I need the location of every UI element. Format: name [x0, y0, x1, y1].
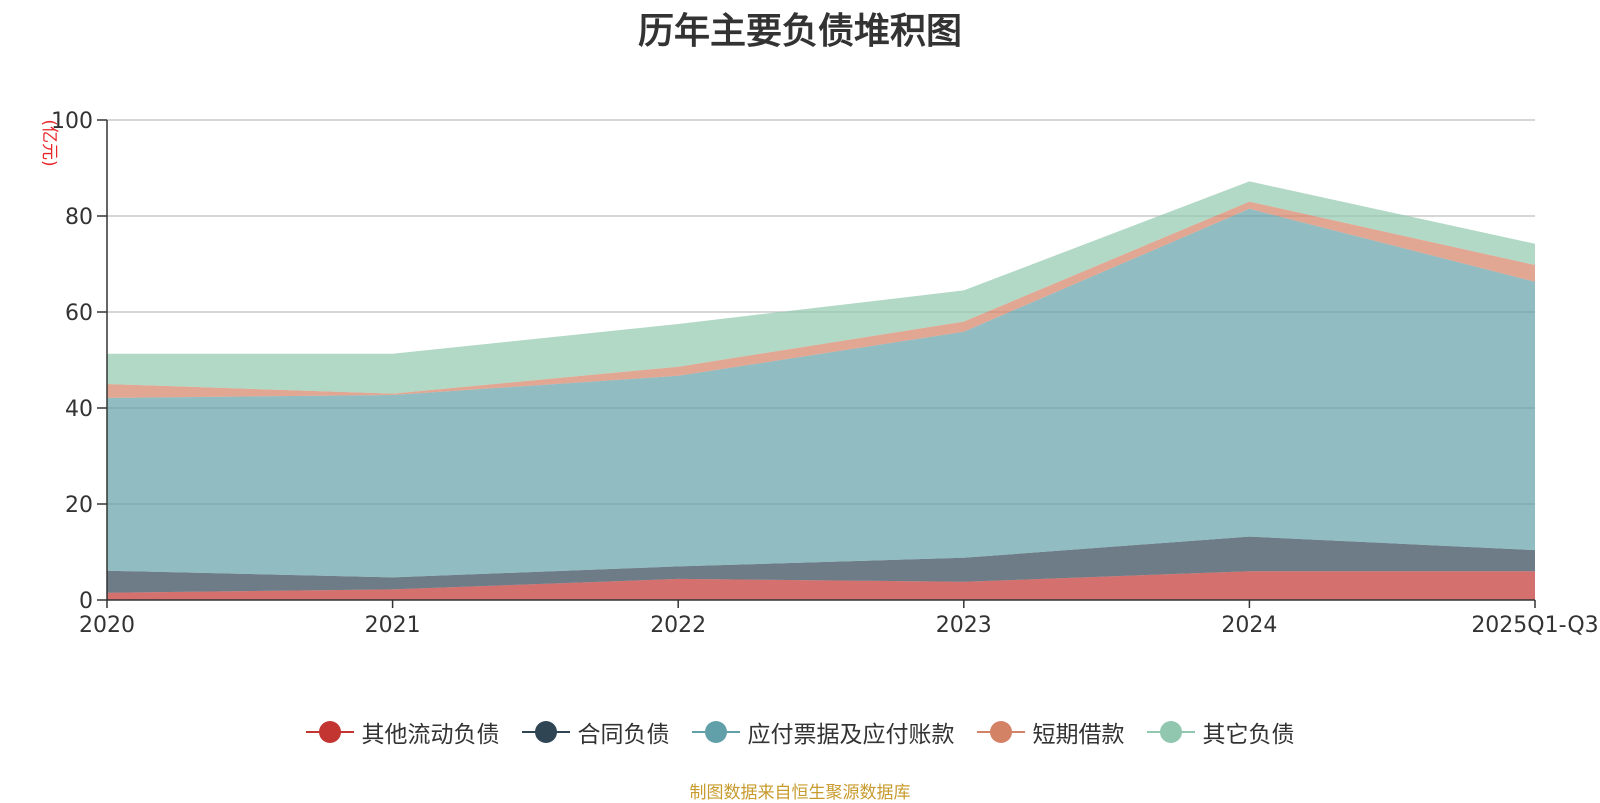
y-tick-label: 20 [65, 493, 93, 518]
legend-dot-icon [318, 721, 341, 743]
legend-item-contract-liabilities[interactable]: 合同负债 [521, 715, 670, 749]
legend-item-other-current-liabilities[interactable]: 其他流动负债 [305, 715, 500, 749]
legend-dot-icon [704, 721, 727, 743]
area-series-1[interactable] [107, 536, 1535, 593]
area-series-4[interactable] [107, 181, 1535, 394]
x-tick-label: 2021 [365, 613, 421, 638]
legend-item-notes-and-accounts-payable[interactable]: 应付票据及应付账款 [691, 715, 955, 749]
legend-marker-icon [976, 719, 1025, 745]
y-axis-label: (亿元) [39, 119, 59, 166]
legend-item-other-liabilities[interactable]: 其它负债 [1146, 715, 1295, 749]
x-tick-label: 2024 [1221, 613, 1277, 638]
legend-label: 短期借款 [1032, 722, 1125, 748]
area-series-2[interactable] [107, 208, 1535, 578]
legend-label: 应付票据及应付账款 [747, 722, 955, 748]
x-tick-label: 2023 [936, 613, 992, 638]
legend-label: 合同负债 [577, 722, 670, 748]
legend-item-short-term-borrowings[interactable]: 短期借款 [976, 715, 1125, 749]
area-series-group [107, 181, 1535, 600]
legend-marker-icon [1146, 719, 1195, 745]
source-note: 制图数据来自恒生聚源数据库 [689, 783, 911, 803]
legend-marker-icon [521, 719, 570, 745]
y-tick-label: 100 [51, 109, 93, 134]
legend: 其他流动负债 合同负债 应付票据及应付账款 短期借款 其它负债 [0, 715, 1600, 749]
legend-dot-icon [1159, 721, 1182, 743]
legend-label: 其他流动负债 [361, 722, 500, 748]
x-tick-label: 2025Q1-Q3 [1471, 613, 1598, 638]
y-tick-label: 80 [65, 205, 93, 230]
legend-label: 其它负债 [1202, 722, 1295, 748]
y-tick-label: 0 [79, 589, 93, 614]
area-series-0[interactable] [107, 571, 1535, 600]
axes: 0 20 40 60 80 100 2020 2021 2022 2023 2024 2025Q1-Q… [51, 109, 1599, 638]
legend-marker-icon [305, 719, 354, 745]
chart-title: 历年主要负债堆积图 [637, 11, 962, 52]
legend-dot-icon [989, 721, 1012, 743]
x-tick-label: 2020 [79, 613, 135, 638]
legend-marker-icon [691, 719, 740, 745]
y-tick-label: 60 [65, 301, 93, 326]
legend-dot-icon [534, 721, 557, 743]
y-tick-label: 40 [65, 397, 93, 422]
x-tick-label: 2022 [650, 613, 706, 638]
